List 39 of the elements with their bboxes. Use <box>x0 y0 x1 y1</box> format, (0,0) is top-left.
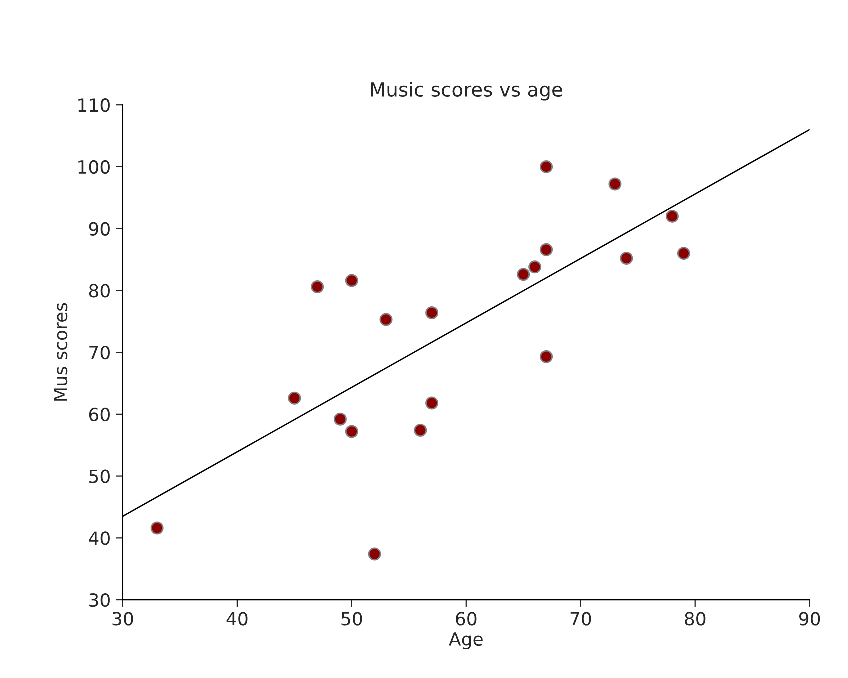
x-tick-label: 40 <box>226 612 248 626</box>
point <box>288 392 302 405</box>
point <box>608 178 622 191</box>
point <box>540 350 554 364</box>
y-tick-label: 80 <box>89 284 110 298</box>
y-tick-label: 40 <box>89 532 110 546</box>
point <box>311 280 324 294</box>
x-tick-label: 60 <box>456 612 477 626</box>
point <box>334 412 347 426</box>
point <box>620 252 634 266</box>
x-tick-label: 80 <box>685 612 706 626</box>
x-tick-label: 30 <box>112 612 134 626</box>
x-tick-label: 90 <box>799 612 820 626</box>
point <box>150 522 164 535</box>
point <box>528 260 542 274</box>
point <box>345 425 358 438</box>
y-axis-title: Mus scores <box>54 303 68 401</box>
point <box>540 243 554 256</box>
point <box>380 313 393 326</box>
x-tick-label: 70 <box>570 612 592 626</box>
point <box>517 268 530 282</box>
point <box>345 274 358 288</box>
point <box>414 424 428 438</box>
y-tick-label: 100 <box>78 160 110 174</box>
y-tick-label: 60 <box>89 408 110 422</box>
point <box>666 210 679 223</box>
point <box>426 306 439 320</box>
y-tick-label: 50 <box>90 470 110 484</box>
x-axis-title: Age <box>449 632 483 650</box>
point <box>368 548 382 561</box>
y-tick-label: 110 <box>78 98 110 112</box>
y-tick-label: 70 <box>90 346 110 360</box>
point <box>677 247 690 260</box>
x-tick-label: 50 <box>342 612 362 626</box>
y-tick-label: 30 <box>90 593 110 608</box>
point <box>540 160 554 174</box>
chart-title: Music scores vs age <box>371 82 562 101</box>
y-tick-label: 90 <box>89 222 110 236</box>
point <box>426 396 439 410</box>
